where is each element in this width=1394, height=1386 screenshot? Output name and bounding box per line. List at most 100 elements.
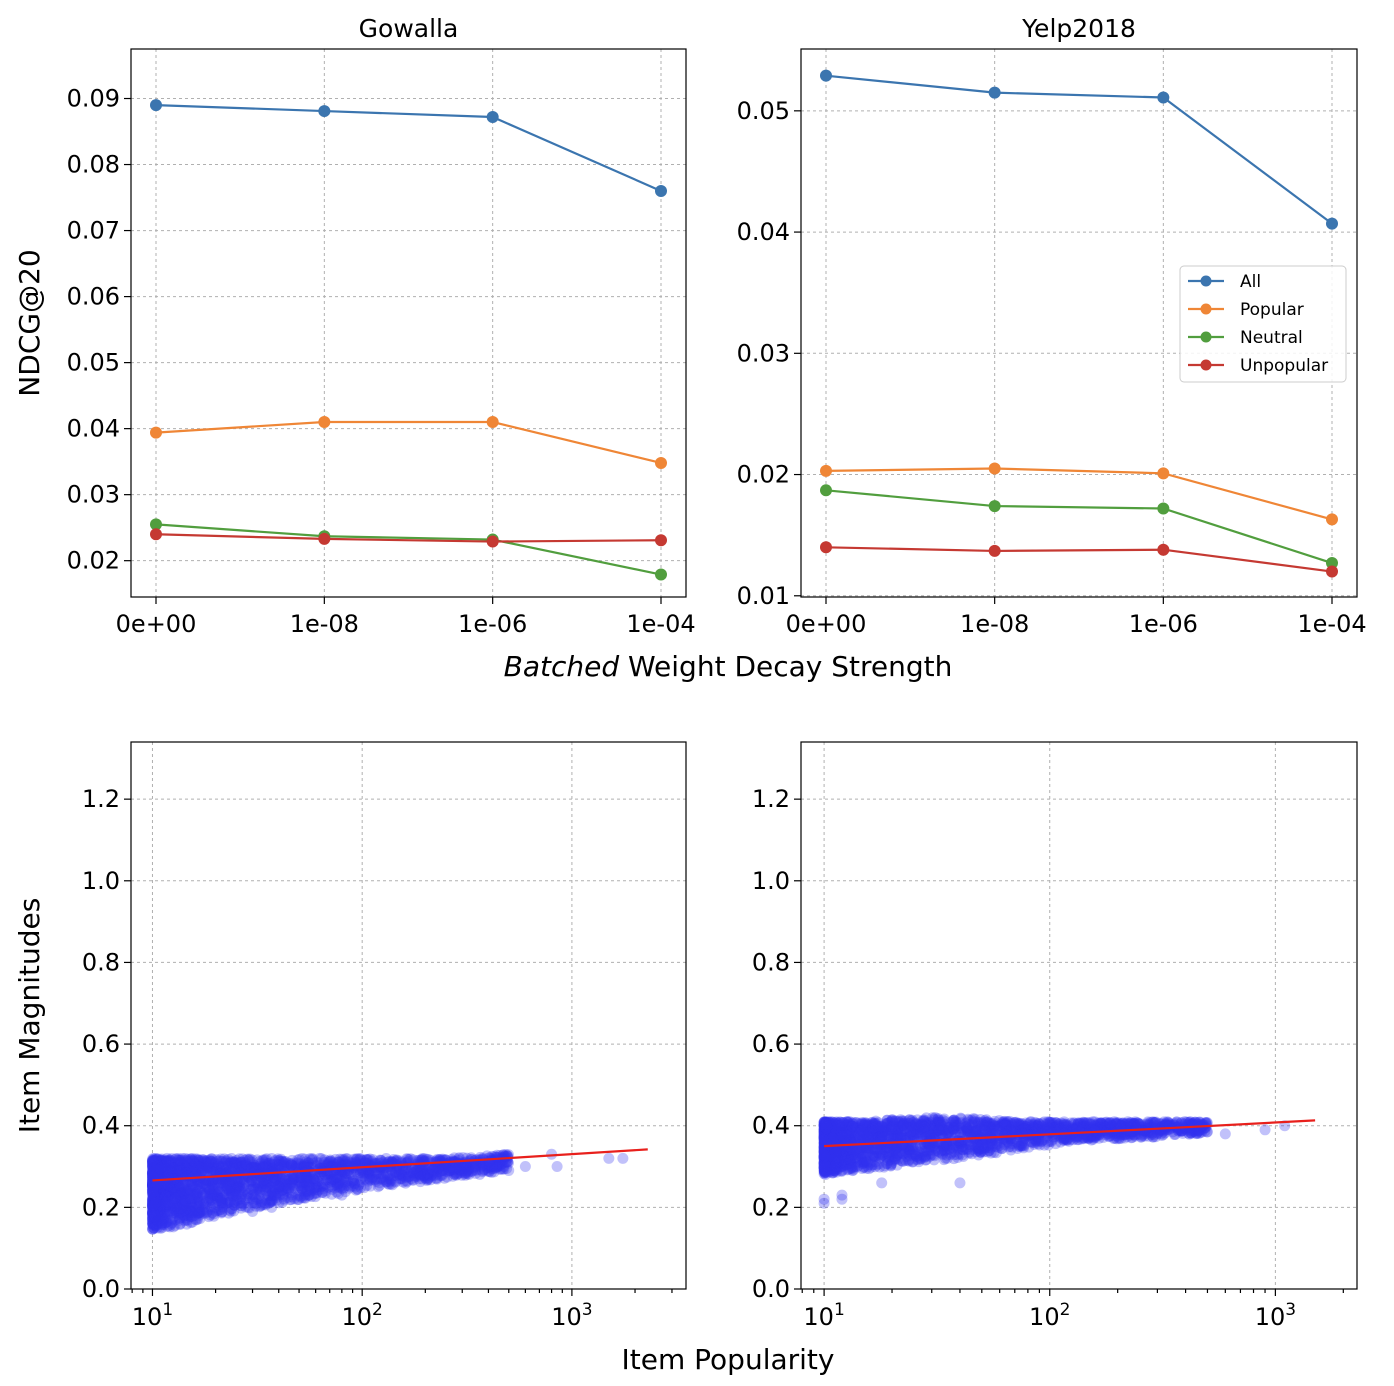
scatter-point: [486, 1163, 498, 1175]
scatter-point: [202, 1193, 214, 1205]
scatter-point: [345, 1168, 357, 1180]
scatter-point: [237, 1173, 249, 1185]
scatter-point: [166, 1217, 178, 1229]
data-point-all: [655, 184, 667, 197]
scatter-point: [194, 1177, 206, 1189]
scatter-point: [416, 1165, 428, 1177]
scatter-point: [348, 1153, 360, 1165]
scatter-point: [253, 1193, 265, 1205]
scatter-point: [304, 1183, 316, 1195]
scatter-point: [403, 1154, 415, 1166]
scatter-point: [246, 1175, 258, 1187]
scatter-point: [428, 1169, 440, 1181]
scatter-point: [151, 1213, 163, 1225]
scatter-point: [146, 1156, 158, 1168]
scatter-point: [174, 1212, 186, 1224]
scatter-point: [481, 1162, 493, 1174]
scatter-point: [448, 1168, 460, 1180]
data-point-popular: [655, 456, 667, 469]
y-tick-label: 0.4: [82, 1112, 120, 1140]
scatter-point: [167, 1221, 179, 1233]
scatter-point: [191, 1196, 203, 1208]
scatter-point: [164, 1158, 176, 1170]
scatter-point: [153, 1212, 165, 1224]
scatter-point: [425, 1174, 437, 1186]
scatter-point: [322, 1165, 334, 1177]
data-point-unpopular: [820, 541, 832, 554]
scatter-point: [297, 1181, 309, 1193]
scatter-point: [276, 1158, 288, 1170]
scatter-point: [445, 1164, 457, 1176]
scatter-point: [320, 1174, 332, 1186]
scatter-point: [197, 1162, 209, 1174]
scatter-point: [215, 1155, 227, 1167]
gowalla-ndcg-panel: 0e+00 1e-08 1e-06 1e-040.020.030.040.050.06…: [13, 14, 696, 638]
scatter-point: [370, 1167, 382, 1179]
scatter-point: [269, 1177, 281, 1189]
scatter-point: [256, 1199, 268, 1211]
y-tick-label: 0.08: [67, 151, 120, 179]
scatter-point: [202, 1163, 214, 1175]
scatter-point: [224, 1204, 236, 1216]
scatter-point: [224, 1164, 236, 1176]
scatter-point: [279, 1181, 291, 1193]
scatter-point: [296, 1192, 308, 1204]
scatter-point: [478, 1164, 490, 1176]
scatter-point: [175, 1162, 187, 1174]
scatter-point: [146, 1196, 158, 1208]
scatter-point: [161, 1159, 173, 1171]
scatter-point: [154, 1208, 166, 1220]
scatter-point: [277, 1188, 289, 1200]
scatter-point: [199, 1198, 211, 1210]
scatter-point: [193, 1207, 205, 1219]
scatter-point: [147, 1200, 159, 1212]
scatter-point: [150, 1165, 162, 1177]
scatter-point: [319, 1185, 331, 1197]
scatter-point: [263, 1189, 275, 1201]
scatter-point: [147, 1179, 159, 1191]
y-tick-label: 0.8: [82, 948, 120, 976]
scatter-point: [464, 1159, 476, 1171]
scatter-point: [184, 1201, 196, 1213]
scatter-point: [380, 1153, 392, 1165]
scatter-point: [263, 1163, 275, 1175]
scatter-point: [149, 1160, 161, 1172]
scatter-point: [154, 1202, 166, 1214]
scatter-point: [151, 1163, 163, 1175]
scatter-point: [462, 1160, 474, 1172]
scatter-point: [150, 1169, 162, 1181]
scatter-point: [259, 1198, 271, 1210]
scatter-point: [217, 1199, 229, 1211]
scatter-point: [347, 1175, 359, 1187]
scatter-point: [147, 1201, 159, 1213]
scatter-point: [284, 1158, 296, 1170]
data-point-unpopular: [1326, 565, 1338, 578]
scatter-point: [172, 1154, 184, 1166]
scatter-point: [260, 1174, 272, 1186]
scatter-point: [425, 1170, 437, 1182]
scatter-point: [148, 1222, 160, 1234]
scatter-point: [281, 1183, 293, 1195]
scatter-point: [199, 1161, 211, 1173]
scatter-point: [146, 1193, 158, 1205]
scatter-point: [261, 1161, 273, 1173]
scatter-point: [178, 1202, 190, 1214]
scatter-point: [192, 1178, 204, 1190]
scatter-point: [329, 1182, 341, 1194]
x-tick-label: 102: [1029, 1300, 1070, 1331]
scatter-point: [165, 1182, 177, 1194]
scatter-point: [266, 1152, 278, 1164]
scatter-point: [273, 1162, 285, 1174]
scatter-point: [409, 1171, 421, 1183]
scatter-point: [311, 1187, 323, 1199]
scatter-point: [164, 1189, 176, 1201]
scatter-point: [225, 1175, 237, 1187]
scatter-point: [174, 1180, 186, 1192]
scatter-point: [167, 1165, 179, 1177]
scatter-point: [330, 1176, 342, 1188]
scatter-point: [484, 1166, 496, 1178]
scatter-point: [184, 1163, 196, 1175]
scatter-point: [230, 1181, 242, 1193]
y-tick-label: 0.0: [82, 1275, 120, 1303]
data-point-unpopular: [655, 534, 667, 547]
